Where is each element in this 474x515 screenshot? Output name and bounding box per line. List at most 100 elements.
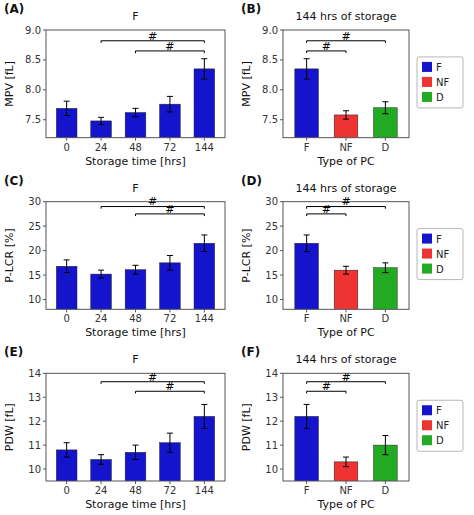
legend-entry: D bbox=[436, 435, 444, 446]
x-tick-label: 24 bbox=[95, 313, 108, 324]
x-tick bbox=[101, 481, 102, 484]
x-tick-label: 48 bbox=[129, 485, 142, 496]
x-tick-label: F bbox=[304, 142, 310, 153]
x-tick-label: 144 bbox=[195, 485, 214, 496]
bar bbox=[334, 270, 358, 309]
x-tick bbox=[306, 309, 307, 312]
y-axis-label: P-LCR [%] bbox=[240, 228, 253, 282]
error-bar bbox=[343, 457, 349, 467]
panel-label: (B) bbox=[241, 2, 261, 16]
panel: 10111213140244872144Storage time [hrs]PD… bbox=[3, 345, 225, 515]
x-tick bbox=[66, 309, 67, 312]
plot-frame bbox=[46, 30, 225, 138]
y-axis-label: P-LCR [%] bbox=[3, 228, 16, 282]
x-tick bbox=[346, 481, 347, 484]
legend-entry: NF bbox=[436, 420, 449, 431]
x-tick-label: D bbox=[382, 485, 390, 496]
bar bbox=[56, 266, 77, 309]
legend-swatch bbox=[422, 62, 432, 72]
title: F bbox=[132, 353, 138, 366]
x-tick-label: 0 bbox=[63, 485, 69, 496]
y-axis-label: PDW [fL] bbox=[3, 403, 16, 451]
y-axis-label: PDW [fL] bbox=[240, 403, 253, 451]
x-tick bbox=[169, 481, 170, 484]
bar bbox=[125, 113, 146, 138]
x-tick bbox=[169, 309, 170, 312]
error-bar bbox=[304, 235, 310, 252]
x-tick-label: 144 bbox=[195, 313, 214, 324]
y-tick-label: 13 bbox=[265, 392, 278, 403]
panel: 7.58.08.59.0FNFDType of PCMPV [fL]144 hr… bbox=[240, 2, 463, 515]
x-tick-label: 24 bbox=[95, 142, 108, 153]
x-tick-label: NF bbox=[339, 313, 352, 324]
title: 144 hrs of storage bbox=[295, 353, 396, 366]
legend-entry: F bbox=[436, 62, 442, 73]
error-bar bbox=[167, 256, 173, 271]
y-tick-label: 10 bbox=[28, 294, 41, 305]
y-tick-label: 7.5 bbox=[25, 114, 41, 125]
x-tick-label: 0 bbox=[63, 142, 69, 153]
legend-entry: NF bbox=[436, 77, 449, 88]
x-tick-label: D bbox=[382, 142, 390, 153]
legend-swatch bbox=[422, 420, 432, 430]
x-tick-label: 24 bbox=[95, 485, 108, 496]
x-tick bbox=[66, 481, 67, 484]
error-bar bbox=[382, 263, 388, 273]
x-tick bbox=[204, 309, 205, 312]
legend-frame bbox=[417, 400, 463, 451]
x-axis-label: Type of PC bbox=[316, 326, 374, 339]
x-tick bbox=[346, 309, 347, 312]
plot-frame bbox=[283, 373, 409, 481]
bar bbox=[194, 69, 215, 138]
x-tick bbox=[135, 138, 136, 141]
panel-label: (F) bbox=[241, 345, 260, 359]
title: F bbox=[132, 10, 138, 23]
x-tick bbox=[385, 138, 386, 141]
y-tick-label: 11 bbox=[265, 440, 278, 451]
error-bar bbox=[64, 443, 70, 457]
bar bbox=[295, 243, 319, 309]
error-bar bbox=[304, 59, 310, 79]
y-tick-label: 20 bbox=[28, 245, 41, 256]
error-bar bbox=[382, 436, 388, 455]
y-tick-label: 8.5 bbox=[262, 54, 278, 65]
chart-root: 7.58.08.59.00244872144Storage time [hrs]… bbox=[0, 0, 474, 515]
annotation: # bbox=[165, 380, 174, 393]
y-tick-label: 30 bbox=[28, 196, 41, 207]
annotation: # bbox=[148, 30, 157, 43]
x-tick-label: 48 bbox=[129, 142, 142, 153]
error-bar bbox=[167, 433, 173, 452]
y-tick-label: 15 bbox=[265, 270, 278, 281]
annotation: # bbox=[165, 40, 174, 53]
bars bbox=[56, 404, 214, 481]
bar bbox=[160, 263, 181, 309]
bars bbox=[295, 404, 397, 481]
y-tick-label: 11 bbox=[28, 440, 41, 451]
y-tick-label: 14 bbox=[265, 368, 278, 379]
y-tick-label: 12 bbox=[28, 416, 41, 427]
x-tick-label: 0 bbox=[63, 313, 69, 324]
plot-frame bbox=[46, 202, 225, 310]
bar bbox=[125, 270, 146, 310]
legend: FNFD bbox=[417, 400, 463, 451]
annotation: # bbox=[322, 40, 331, 53]
y-tick-label: 30 bbox=[265, 196, 278, 207]
legend-entry: D bbox=[436, 264, 444, 275]
annotation: # bbox=[322, 203, 331, 216]
y-tick-label: 8.0 bbox=[25, 84, 41, 95]
x-tick bbox=[169, 138, 170, 141]
x-tick-label: F bbox=[304, 313, 310, 324]
panel-label: (A) bbox=[4, 2, 24, 16]
y-axis-label: MPV [fL] bbox=[3, 61, 16, 107]
y-tick-label: 8.5 bbox=[25, 54, 41, 65]
legend-swatch bbox=[422, 435, 432, 445]
error-bar bbox=[133, 445, 139, 459]
y-tick-label: 20 bbox=[265, 245, 278, 256]
y-tick-label: 15 bbox=[28, 270, 41, 281]
y-axis-label: MPV [fL] bbox=[240, 61, 253, 107]
y-tick-label: 10 bbox=[28, 464, 41, 475]
error-bar bbox=[64, 101, 70, 115]
bar bbox=[91, 274, 112, 309]
panel: 10152025300244872144Storage time [hrs]P-… bbox=[3, 174, 225, 349]
x-tick bbox=[346, 138, 347, 141]
